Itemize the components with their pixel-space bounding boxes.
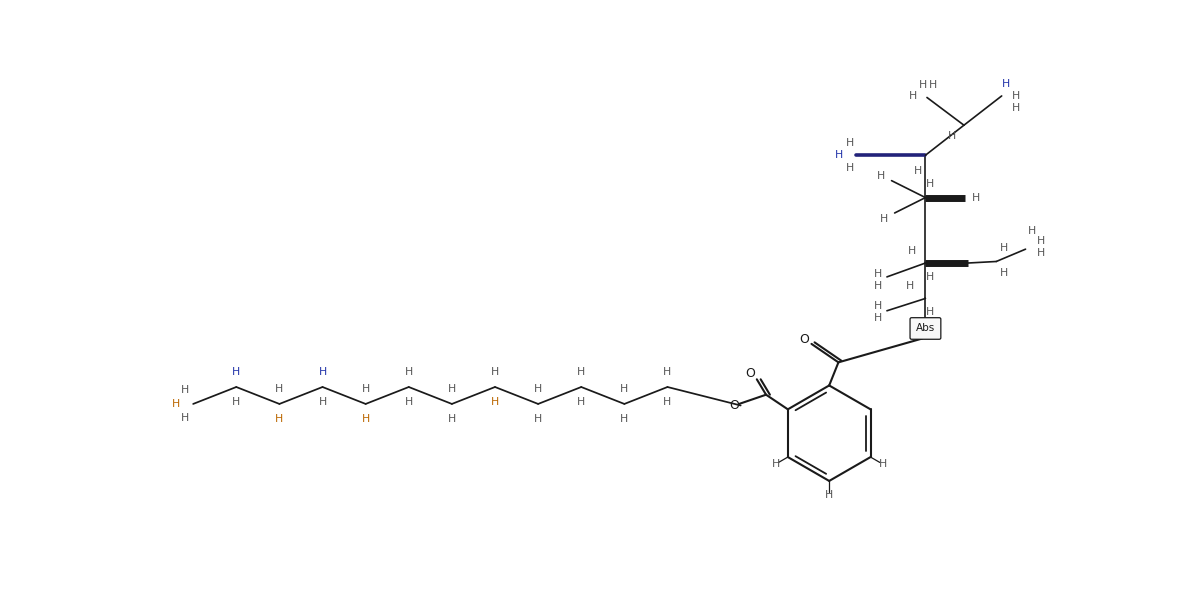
Text: H: H: [534, 415, 543, 424]
Text: H: H: [1000, 268, 1008, 278]
Text: H: H: [275, 415, 283, 424]
Text: H: H: [948, 131, 956, 141]
FancyBboxPatch shape: [910, 317, 940, 339]
Text: H: H: [448, 384, 456, 393]
Text: H: H: [877, 171, 885, 181]
Text: H: H: [846, 138, 854, 148]
Text: H: H: [926, 307, 934, 317]
Text: H: H: [491, 398, 500, 407]
Text: H: H: [972, 192, 980, 203]
Text: H: H: [275, 384, 283, 393]
Text: H: H: [491, 367, 500, 376]
Text: H: H: [181, 385, 190, 395]
Text: H: H: [362, 415, 370, 424]
Text: H: H: [448, 415, 456, 424]
Text: O: O: [746, 367, 755, 379]
Text: Abs: Abs: [916, 324, 936, 333]
Text: H: H: [620, 384, 628, 393]
Text: O: O: [729, 399, 740, 412]
Text: H: H: [578, 367, 585, 376]
Text: H: H: [846, 163, 854, 172]
Text: H: H: [1011, 91, 1020, 101]
Text: H: H: [1028, 226, 1035, 237]
Text: H: H: [534, 384, 543, 393]
Text: H: H: [620, 415, 628, 424]
Text: H: H: [873, 281, 882, 291]
Text: H: H: [362, 384, 370, 393]
Text: H: H: [873, 269, 882, 279]
Text: H: H: [873, 301, 882, 311]
Text: H: H: [1011, 103, 1020, 114]
Text: H: H: [1002, 79, 1010, 89]
Text: H: H: [919, 80, 927, 90]
Text: H: H: [1000, 243, 1008, 253]
Text: H: H: [663, 398, 671, 407]
Text: H: H: [232, 398, 240, 407]
Text: H: H: [405, 398, 413, 407]
Text: H: H: [181, 413, 190, 423]
Text: H: H: [909, 91, 918, 101]
Text: H: H: [578, 398, 585, 407]
Text: H: H: [930, 80, 937, 90]
Text: H: H: [318, 398, 327, 407]
Text: H: H: [663, 367, 671, 376]
Text: H: H: [172, 399, 180, 409]
Text: O: O: [800, 333, 809, 346]
Text: H: H: [825, 490, 833, 500]
Text: H: H: [926, 272, 934, 282]
Text: H: H: [879, 214, 888, 224]
Text: H: H: [405, 367, 413, 376]
Text: H: H: [908, 246, 915, 256]
Text: H: H: [906, 281, 914, 291]
Text: H: H: [878, 459, 886, 469]
Text: H: H: [772, 459, 779, 469]
Text: H: H: [873, 313, 882, 324]
Text: H: H: [914, 166, 922, 175]
Text: H: H: [835, 150, 843, 160]
Text: H: H: [318, 367, 327, 376]
Text: H: H: [1036, 237, 1045, 246]
Text: H: H: [232, 367, 240, 376]
Text: H: H: [926, 178, 934, 189]
Text: H: H: [1036, 248, 1045, 258]
